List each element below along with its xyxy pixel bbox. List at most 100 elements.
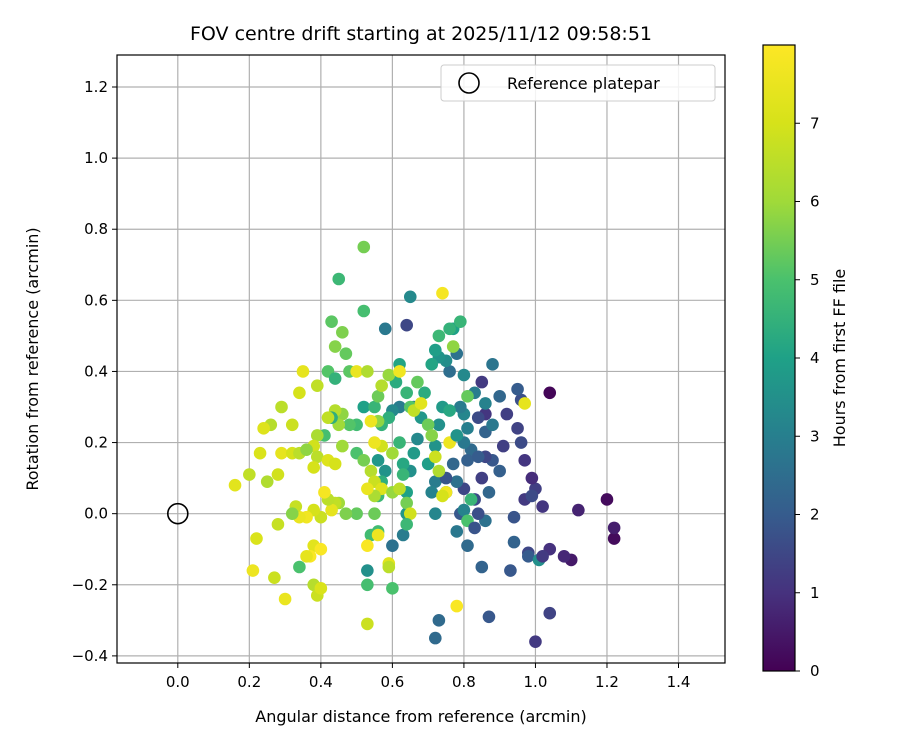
data-point: [493, 390, 506, 403]
colorbar-label: Hours from first FF file: [830, 269, 849, 448]
data-point: [471, 411, 485, 424]
data-point: [386, 446, 399, 460]
data-point: [339, 347, 353, 360]
data-point: [475, 375, 489, 389]
data-point: [525, 489, 539, 503]
data-point: [386, 582, 399, 595]
data-point: [271, 468, 285, 481]
colorbar-tick-label: 6: [810, 193, 820, 211]
data-point: [361, 564, 374, 577]
y-tick-label: 1.0: [84, 149, 108, 167]
data-point: [607, 521, 621, 535]
colorbar-tick-label: 0: [810, 662, 820, 680]
x-tick-label: 0.6: [380, 673, 404, 691]
data-point: [429, 507, 442, 520]
x-tick-label: 0.4: [309, 673, 333, 691]
data-point: [243, 468, 256, 481]
data-point: [543, 606, 557, 620]
data-point: [318, 486, 331, 499]
data-point: [300, 443, 313, 456]
data-point: [507, 535, 521, 549]
data-point: [371, 528, 385, 542]
data-point: [436, 286, 449, 300]
data-point: [511, 382, 524, 396]
data-point: [446, 340, 460, 353]
data-point: [339, 507, 353, 520]
x-axis-label: Angular distance from reference (arcmin): [255, 707, 586, 726]
x-tick-label: 0.8: [452, 673, 476, 691]
data-point: [314, 542, 328, 556]
data-point: [454, 400, 467, 414]
data-point: [429, 343, 442, 357]
data-point: [461, 390, 474, 403]
data-point: [378, 464, 392, 478]
data-point: [307, 461, 321, 474]
y-axis: −0.4 −0.2 0.0 0.2 0.4 0.6 0.8 1.0 1.2: [72, 78, 117, 665]
y-tick-label: 0.4: [84, 362, 108, 380]
data-point: [393, 436, 406, 449]
data-point: [361, 482, 374, 496]
data-point: [293, 386, 306, 400]
data-point: [436, 489, 449, 503]
data-point: [543, 386, 557, 400]
data-point: [461, 422, 474, 435]
y-axis-label: Rotation from reference (arcmin): [23, 227, 42, 490]
data-point: [482, 610, 496, 624]
data-point: [382, 368, 396, 382]
x-tick-label: 1.0: [524, 673, 548, 691]
data-point: [393, 482, 406, 496]
data-point: [443, 404, 456, 417]
grid: [117, 55, 725, 663]
data-point: [514, 436, 528, 449]
data-point: [332, 272, 346, 286]
data-point: [368, 507, 381, 520]
data-point: [421, 418, 435, 432]
data-point: [328, 457, 342, 471]
data-point: [496, 439, 510, 453]
data-point: [350, 507, 363, 520]
data-point: [461, 539, 474, 552]
data-point: [293, 560, 306, 574]
data-point: [325, 315, 338, 328]
data-point: [400, 318, 413, 332]
data-point: [357, 400, 371, 414]
data-point: [361, 539, 374, 552]
data-point: [450, 525, 464, 538]
y-tick-label: 0.0: [84, 505, 108, 523]
colorbar-tick-label: 4: [810, 349, 820, 367]
legend-marker-icon: [458, 72, 480, 94]
data-point: [504, 564, 517, 577]
data-point: [457, 503, 471, 517]
data-point: [432, 614, 446, 627]
colorbar: 0 1 2 3 4 5 6 7 Hours from first FF file: [762, 44, 849, 680]
data-point: [310, 379, 324, 392]
data-point: [268, 571, 281, 584]
data-point: [450, 429, 464, 442]
data-point: [378, 322, 392, 336]
data-point: [600, 493, 614, 506]
data-point: [260, 475, 274, 488]
data-point: [486, 418, 499, 432]
data-point: [321, 411, 335, 424]
legend-label: Reference platepar: [507, 74, 660, 93]
data-point: [285, 507, 299, 520]
data-point: [432, 464, 446, 478]
data-point: [400, 496, 413, 510]
data-point: [536, 500, 549, 513]
data-point: [357, 454, 371, 467]
data-point: [450, 599, 464, 613]
data-point: [364, 464, 378, 478]
data-point: [407, 446, 421, 460]
colorbar-tick-label: 3: [810, 427, 820, 445]
colorbar-gradient: [762, 44, 796, 672]
data-point: [429, 475, 442, 488]
data-point: [471, 450, 485, 464]
data-point: [450, 475, 464, 488]
data-point: [479, 397, 492, 410]
data-point: [525, 471, 539, 485]
data-point: [425, 486, 439, 499]
data-point: [471, 507, 485, 520]
data-point: [500, 407, 514, 421]
data-point: [371, 390, 385, 403]
data-point: [296, 365, 310, 378]
